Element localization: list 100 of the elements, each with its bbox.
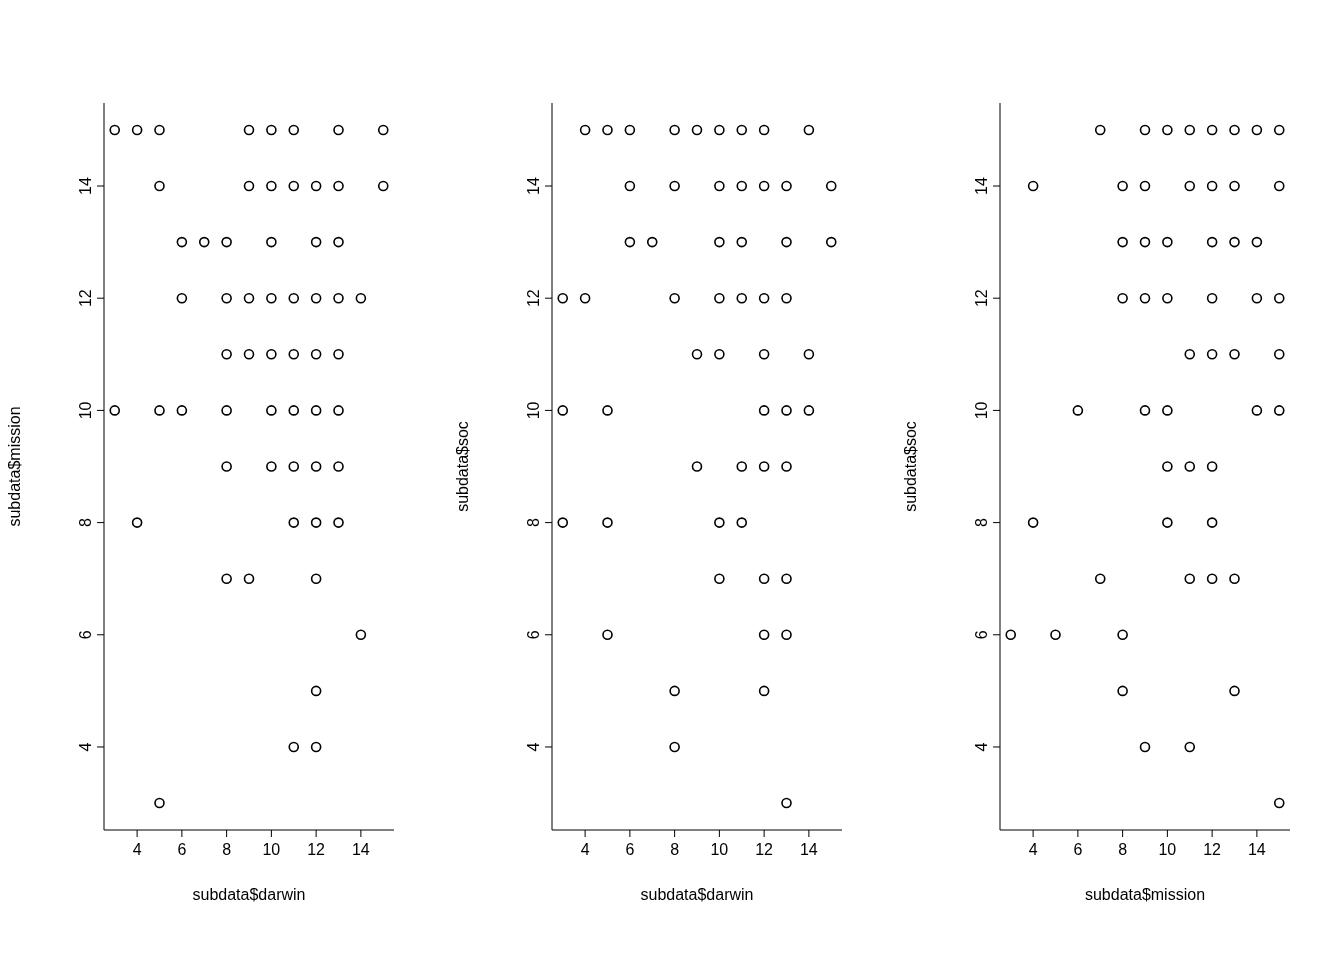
- point: [1229, 124, 1240, 136]
- point: [1273, 797, 1285, 809]
- point: [1251, 124, 1263, 136]
- point: [109, 124, 121, 136]
- x-tick-label: 12: [1203, 841, 1222, 858]
- point: [310, 517, 322, 528]
- point: [1229, 349, 1240, 360]
- point: [825, 236, 837, 248]
- point: [154, 180, 165, 192]
- point: [1273, 292, 1285, 304]
- point: [1229, 236, 1240, 248]
- point: [1206, 573, 1218, 584]
- point: [825, 180, 837, 192]
- point: [1094, 124, 1106, 136]
- point: [758, 292, 770, 304]
- point: [1027, 517, 1039, 528]
- point: [781, 180, 792, 192]
- point: [1206, 180, 1218, 192]
- point: [243, 180, 255, 192]
- point: [714, 124, 725, 136]
- point: [1162, 124, 1173, 136]
- point: [1139, 180, 1151, 192]
- point: [288, 292, 300, 304]
- point: [758, 685, 770, 697]
- y-tick-label: 4: [973, 742, 990, 752]
- x-tick-label: 14: [1247, 841, 1266, 858]
- point: [1139, 292, 1151, 304]
- point: [1117, 236, 1128, 248]
- point: [221, 405, 232, 416]
- x-tick-label: 8: [222, 841, 232, 858]
- point: [624, 236, 636, 248]
- point: [1229, 685, 1240, 697]
- point: [131, 124, 143, 136]
- y-tick-label: 10: [973, 401, 990, 420]
- point: [243, 124, 255, 136]
- point: [557, 292, 569, 304]
- point: [1251, 236, 1263, 248]
- point: [669, 292, 680, 304]
- point: [1072, 405, 1084, 416]
- point: [310, 461, 322, 472]
- point: [1162, 236, 1173, 248]
- point: [266, 124, 277, 136]
- y-tick-label: 12: [973, 289, 990, 308]
- point: [602, 517, 613, 528]
- point: [333, 236, 344, 248]
- point: [758, 629, 770, 641]
- point: [781, 461, 792, 472]
- y-tick-label: 12: [525, 289, 542, 308]
- point: [221, 573, 232, 584]
- y-tick-label: 6: [525, 630, 542, 640]
- point: [288, 349, 300, 360]
- point: [154, 124, 165, 136]
- point: [266, 180, 277, 192]
- point: [1184, 461, 1196, 472]
- point: [310, 236, 322, 248]
- point: [669, 685, 680, 697]
- point: [736, 461, 748, 472]
- point: [221, 292, 232, 304]
- point: [781, 236, 792, 248]
- y-tick-label: 10: [77, 401, 94, 420]
- point: [1139, 741, 1151, 753]
- point: [333, 292, 344, 304]
- point: [333, 517, 344, 528]
- point: [1162, 517, 1173, 528]
- point: [154, 405, 165, 416]
- point: [758, 124, 770, 136]
- point: [624, 180, 636, 192]
- point: [669, 180, 680, 192]
- point: [1229, 573, 1240, 584]
- point: [1050, 629, 1061, 641]
- point: [646, 236, 658, 248]
- point: [758, 405, 770, 416]
- point: [1206, 236, 1218, 248]
- point: [243, 292, 255, 304]
- point: [355, 292, 367, 304]
- y-tick-label: 6: [77, 630, 94, 640]
- x-tick-label: 12: [307, 841, 326, 858]
- point: [1139, 405, 1151, 416]
- x-tick-label: 8: [670, 841, 680, 858]
- x-tick-label: 6: [1073, 841, 1083, 858]
- y-tick-label: 8: [973, 518, 990, 528]
- point: [1094, 573, 1106, 584]
- point: [288, 461, 300, 472]
- point: [669, 741, 680, 753]
- point: [602, 629, 613, 641]
- point: [176, 405, 188, 416]
- y-tick-label: 14: [525, 177, 542, 195]
- point: [1184, 349, 1196, 360]
- point: [1139, 124, 1151, 136]
- y-axis-title: subdata$soc: [453, 421, 471, 512]
- point: [310, 292, 322, 304]
- x-tick-label: 4: [1028, 841, 1038, 858]
- x-tick-label: 12: [755, 841, 774, 858]
- x-tick-label: 8: [1118, 841, 1128, 858]
- point: [154, 797, 165, 809]
- point: [736, 180, 748, 192]
- point: [736, 517, 748, 528]
- x-tick-label: 14: [799, 841, 818, 858]
- point: [221, 236, 232, 248]
- point: [333, 461, 344, 472]
